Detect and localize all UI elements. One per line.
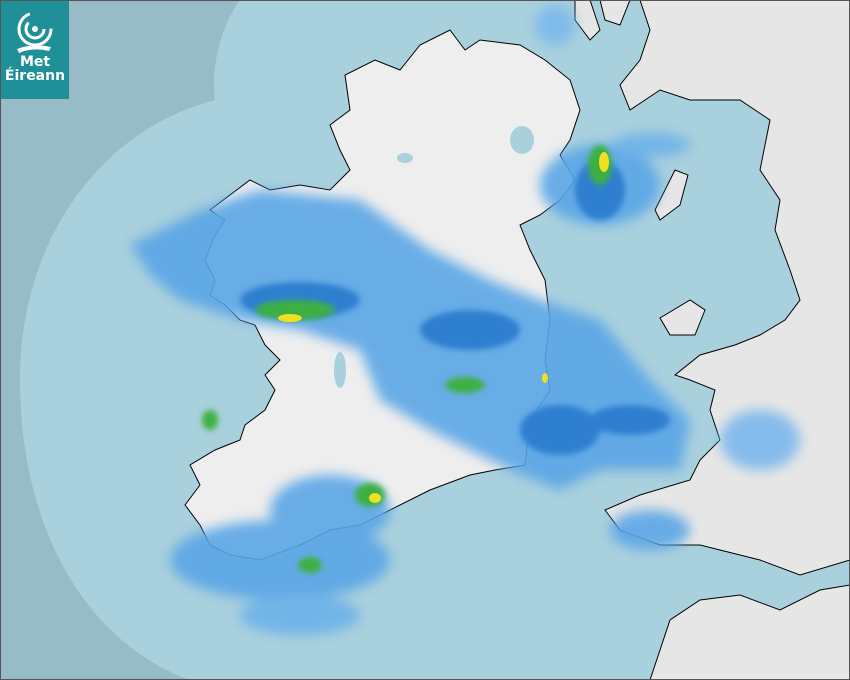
lakes: [334, 126, 534, 388]
met-eireann-logo[interactable]: Met Éireann: [1, 1, 69, 99]
rain-intense: [278, 152, 609, 503]
spiral-logo-icon: [17, 11, 53, 53]
rain-moderate: [240, 160, 670, 455]
logo-text-eireann: Éireann: [4, 68, 66, 84]
logo-text-met: Met: [19, 54, 51, 70]
kintyre: [574, 0, 631, 41]
france-land: [649, 584, 850, 680]
anglesey: [659, 299, 706, 336]
isle-of-man: [654, 169, 689, 221]
